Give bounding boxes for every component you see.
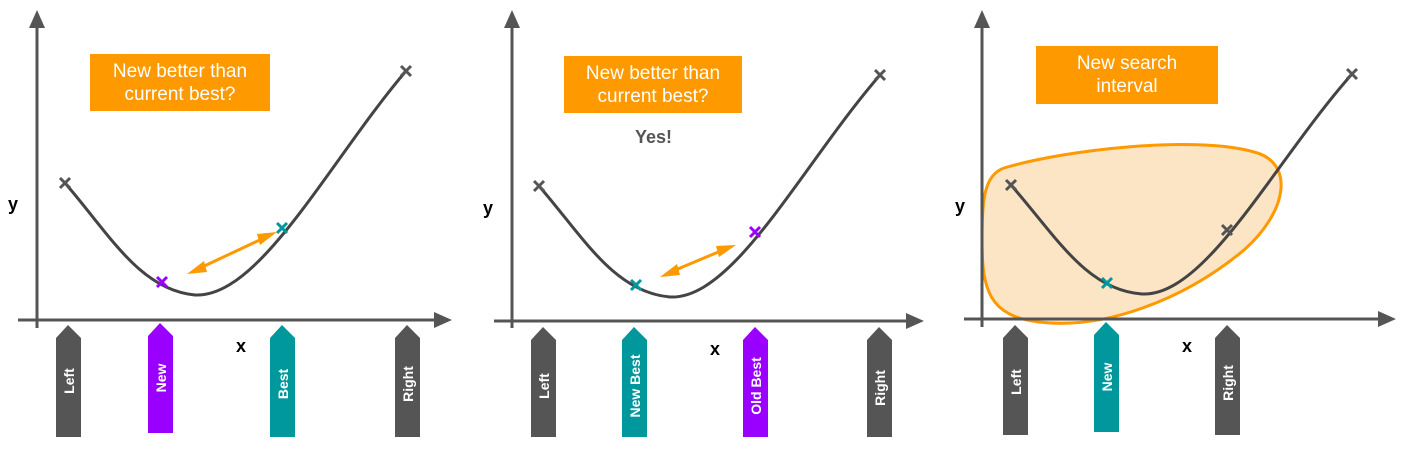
objective-curve	[1009, 73, 1354, 296]
marker-left: Left	[1003, 325, 1028, 435]
marker-new-best: New Best	[622, 327, 647, 437]
panel-1-plot: Left New Best Right	[18, 10, 452, 437]
panel-new-interval: Left New Right New search interval y x	[944, 0, 1408, 468]
callout-question: New better than current best?	[564, 56, 742, 113]
x-axis-label: x	[236, 336, 247, 356]
svg-text:Left: Left	[61, 368, 77, 394]
marker-old-best: Old Best	[743, 327, 768, 437]
marker-left: Left	[56, 325, 81, 437]
y-axis-label: y	[955, 196, 966, 216]
grey-point-left-x-icon	[532, 179, 546, 193]
svg-text:Right: Right	[1220, 365, 1236, 401]
y-axis-label: y	[8, 194, 19, 214]
purple-point-new-x-icon	[155, 275, 169, 289]
compare-double-arrow-icon	[187, 232, 277, 274]
purple-point-old-best-x-icon	[748, 225, 762, 239]
panel-result: Left New Best Old Best Right New better …	[472, 0, 942, 468]
objective-curve	[537, 74, 882, 299]
teal-point-new-x-icon	[1100, 276, 1114, 290]
grey-point-left-x-icon	[1004, 178, 1018, 192]
svg-text:New: New	[153, 364, 169, 393]
objective-curve	[63, 70, 408, 297]
y-axis-arrowhead	[504, 10, 520, 28]
marker-best: Best	[270, 325, 295, 437]
panel-2-plot: Left New Best Old Best Right	[494, 10, 924, 437]
y-axis-arrowhead	[29, 10, 45, 28]
svg-text:Right: Right	[872, 370, 888, 406]
svg-text:Best: Best	[275, 368, 291, 399]
marker-right: Right	[395, 325, 420, 437]
grey-point-right-x-icon	[1220, 223, 1234, 237]
svg-text:Left: Left	[1008, 369, 1024, 395]
answer-text: Yes!	[635, 127, 673, 147]
x-axis-arrowhead	[1378, 311, 1396, 327]
x-axis-label: x	[710, 339, 721, 359]
svg-text:Right: Right	[400, 366, 416, 402]
x-axis-arrowhead	[434, 312, 452, 328]
y-axis-arrowhead	[974, 10, 990, 28]
panel-3-plot: Left New Right	[964, 10, 1396, 435]
grey-point-right-x-icon	[399, 64, 413, 78]
callout-new-interval: New search interval	[1036, 46, 1218, 104]
panel-compare: Left New Best Right New better than curr…	[0, 0, 470, 468]
teal-point-new-best-x-icon	[629, 278, 643, 292]
svg-text:New Best: New Best	[627, 354, 643, 417]
svg-text:New: New	[1099, 363, 1115, 392]
grey-point-left-x-icon	[58, 176, 72, 190]
callout-question: New better than current best?	[90, 54, 270, 111]
teal-point-best-x-icon	[275, 221, 289, 235]
compare-double-arrow-icon	[660, 245, 736, 277]
svg-text:Old Best: Old Best	[748, 357, 764, 415]
x-axis-label: x	[1182, 336, 1193, 356]
marker-right: Right	[867, 327, 892, 437]
y-axis-label: y	[483, 198, 494, 218]
marker-new: New	[1094, 322, 1119, 432]
grey-point-right-x-icon	[873, 68, 887, 82]
marker-left: Left	[531, 327, 556, 437]
marker-new: New	[148, 323, 173, 433]
x-axis-arrowhead	[906, 313, 924, 329]
new-interval-region	[980, 143, 1283, 325]
marker-right: Right	[1215, 325, 1240, 435]
svg-text:Left: Left	[536, 373, 552, 399]
grey-point-discarded-x-icon	[1345, 67, 1359, 81]
